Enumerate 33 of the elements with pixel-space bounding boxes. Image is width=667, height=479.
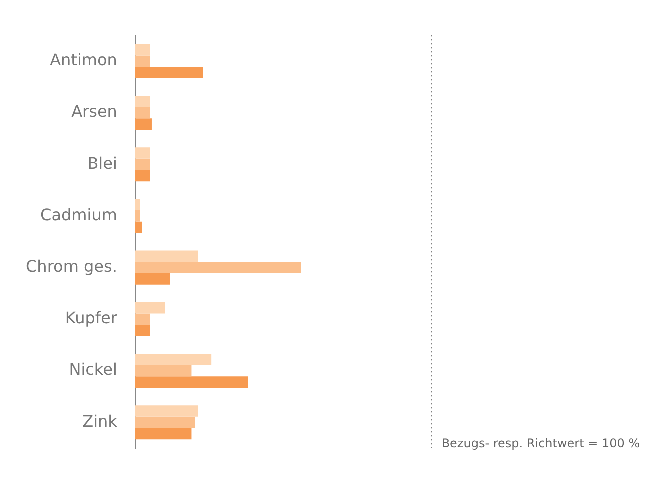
- bar: [135, 428, 192, 440]
- bar: [135, 170, 150, 182]
- y-tick-label: Blei: [88, 154, 118, 173]
- bar: [135, 376, 248, 388]
- bar: [135, 325, 150, 336]
- bar: [135, 222, 142, 234]
- bar: [135, 44, 150, 56]
- y-tick-label: Cadmium: [40, 205, 118, 224]
- bar: [135, 250, 198, 262]
- bar: [135, 406, 198, 417]
- bar: [135, 96, 150, 108]
- bar: [135, 148, 150, 159]
- bar: [135, 158, 150, 170]
- bar: [135, 199, 140, 211]
- bar: [135, 67, 204, 78]
- bar: [135, 118, 152, 130]
- bar: [135, 365, 192, 377]
- bar: [135, 210, 140, 222]
- y-tick-label: Kupfer: [65, 308, 118, 328]
- bar: [135, 56, 150, 68]
- y-tick-label: Nickel: [69, 360, 118, 380]
- y-tick-label: Antimon: [50, 50, 118, 70]
- y-tick-label: Arsen: [72, 102, 118, 122]
- bar: [135, 354, 212, 366]
- bar: [135, 314, 150, 326]
- text: Bezugs- resp. Richtwert = 100 %: [442, 436, 640, 451]
- y-tick-label: Zink: [82, 412, 118, 431]
- y-tick-label: Chrom ges.: [26, 256, 118, 276]
- bar: [135, 273, 170, 285]
- bar: [135, 107, 150, 119]
- bar: [135, 262, 302, 274]
- bar: [135, 416, 196, 428]
- bar: [135, 302, 166, 314]
